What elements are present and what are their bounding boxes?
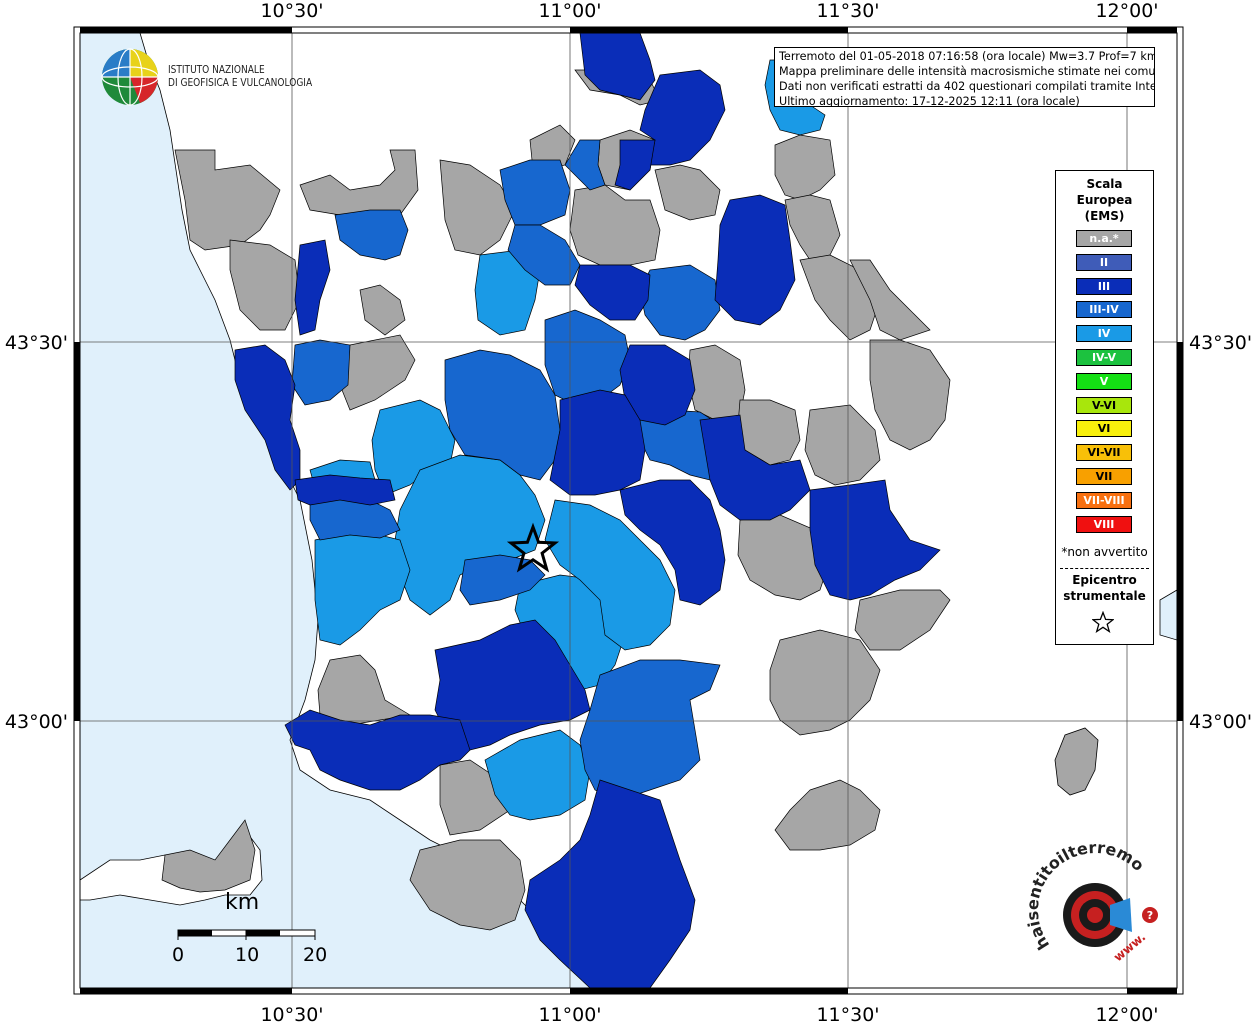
legend-swatch: VII bbox=[1076, 467, 1132, 485]
svg-text:?: ? bbox=[1147, 909, 1153, 922]
legend-swatch: III bbox=[1076, 277, 1132, 295]
event-info-line: Terremoto del 01-05-2018 07:16:58 (ora l… bbox=[779, 50, 1155, 63]
legend-swatch: IV bbox=[1076, 325, 1132, 343]
bottom-lon-3: 11°30' bbox=[816, 1004, 879, 1024]
scale-tick: 10 bbox=[235, 944, 260, 966]
bottom-lon-4: 12°00' bbox=[1095, 1004, 1158, 1024]
legend-swatch: III-IV bbox=[1076, 301, 1132, 319]
legend-swatch: V-VI bbox=[1076, 396, 1132, 414]
legend-swatch: VII-VIII bbox=[1076, 491, 1132, 509]
event-info-line: Ultimo aggiornamento: 17-12-2025 12:11 (… bbox=[779, 95, 1080, 107]
event-info-line: Mappa preliminare delle intensità macros… bbox=[779, 65, 1155, 78]
scale-tick: 0 bbox=[172, 944, 185, 966]
top-lon-4: 12°00' bbox=[1095, 0, 1158, 22]
top-lon-2: 11°00' bbox=[538, 0, 601, 22]
legend-epicenter-label: Epicentro strumentale bbox=[1063, 573, 1146, 603]
lake-east bbox=[1159, 589, 1177, 641]
legend-swatch: VI bbox=[1076, 420, 1132, 438]
event-info-line: Dati non verificati estratti da 402 ques… bbox=[779, 80, 1155, 93]
left-lat-1: 43°30' bbox=[5, 332, 68, 354]
island-east bbox=[1054, 727, 1099, 796]
legend-note: *non avvertito bbox=[1061, 545, 1148, 559]
ingv-logo-text: ISTITUTO NAZIONALE DI GEOFISICA E VULCAN… bbox=[168, 63, 313, 89]
left-lat-2: 43°00' bbox=[5, 711, 68, 733]
bottom-lon-1: 10°30' bbox=[260, 1004, 323, 1024]
top-lon-1: 10°30' bbox=[260, 0, 323, 22]
epicenter-star-icon bbox=[506, 522, 560, 573]
legend-swatch: IV-V bbox=[1076, 348, 1132, 366]
bottom-lon-2: 11°00' bbox=[538, 1004, 601, 1024]
ems-legend: Scala Europea (EMS) n.a.* II III III-IV IV IV… bbox=[1055, 170, 1154, 645]
scale-unit: km bbox=[225, 890, 260, 915]
right-lat-1: 43°30' bbox=[1189, 332, 1252, 354]
scale-tick: 20 bbox=[303, 944, 328, 966]
legend-items: n.a.* II III III-IV IV IV-V V V-VI VI VI-VII VII VI… bbox=[1076, 230, 1132, 539]
legend-swatch: II bbox=[1076, 253, 1132, 271]
legend-swatch: VI-VII bbox=[1076, 444, 1132, 462]
top-lon-3: 11°30' bbox=[816, 0, 879, 22]
scale-bar bbox=[177, 929, 316, 940]
legend-title: Scala Europea (EMS) bbox=[1076, 177, 1133, 223]
legend-swatch: VIII bbox=[1076, 515, 1132, 533]
right-lat-2: 43°00' bbox=[1189, 711, 1252, 733]
ingv-logo-icon bbox=[101, 48, 159, 106]
event-info-box: Terremoto del 01-05-2018 07:16:58 (ora l… bbox=[774, 47, 1155, 107]
legend-swatch: n.a.* bbox=[1076, 230, 1132, 247]
legend-swatch: V bbox=[1076, 372, 1132, 390]
legend-divider bbox=[1060, 568, 1149, 569]
legend-star-icon bbox=[1092, 611, 1114, 633]
